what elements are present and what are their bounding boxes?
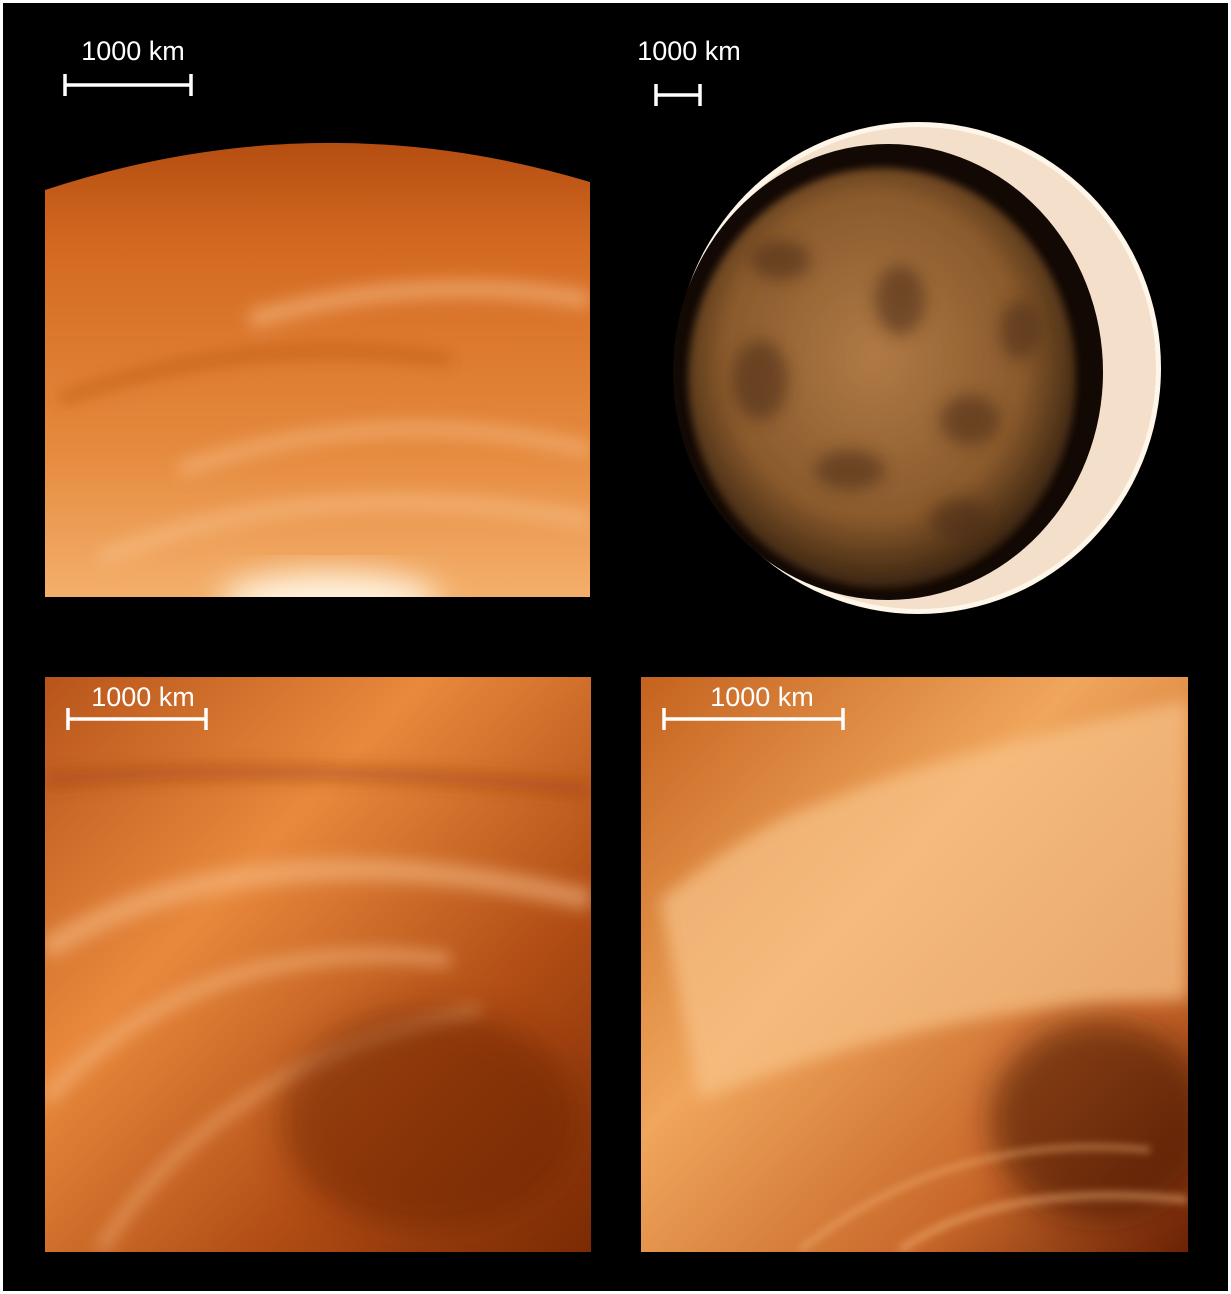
cloud-image [45,142,590,597]
scale-bar: 1000 km [66,682,208,730]
cloud-image [641,677,1188,1252]
scale-label: 1000 km [637,36,741,66]
scale-bar: 1000 km [662,682,845,730]
scale-bar: 1000 km [63,36,193,96]
scale-label: 1000 km [91,682,195,712]
cloud-image [45,677,591,1252]
scale-label: 1000 km [710,682,814,712]
scale-bar: 1000 km [637,36,741,106]
planet-disk [673,122,1161,614]
scale-label: 1000 km [81,36,185,66]
